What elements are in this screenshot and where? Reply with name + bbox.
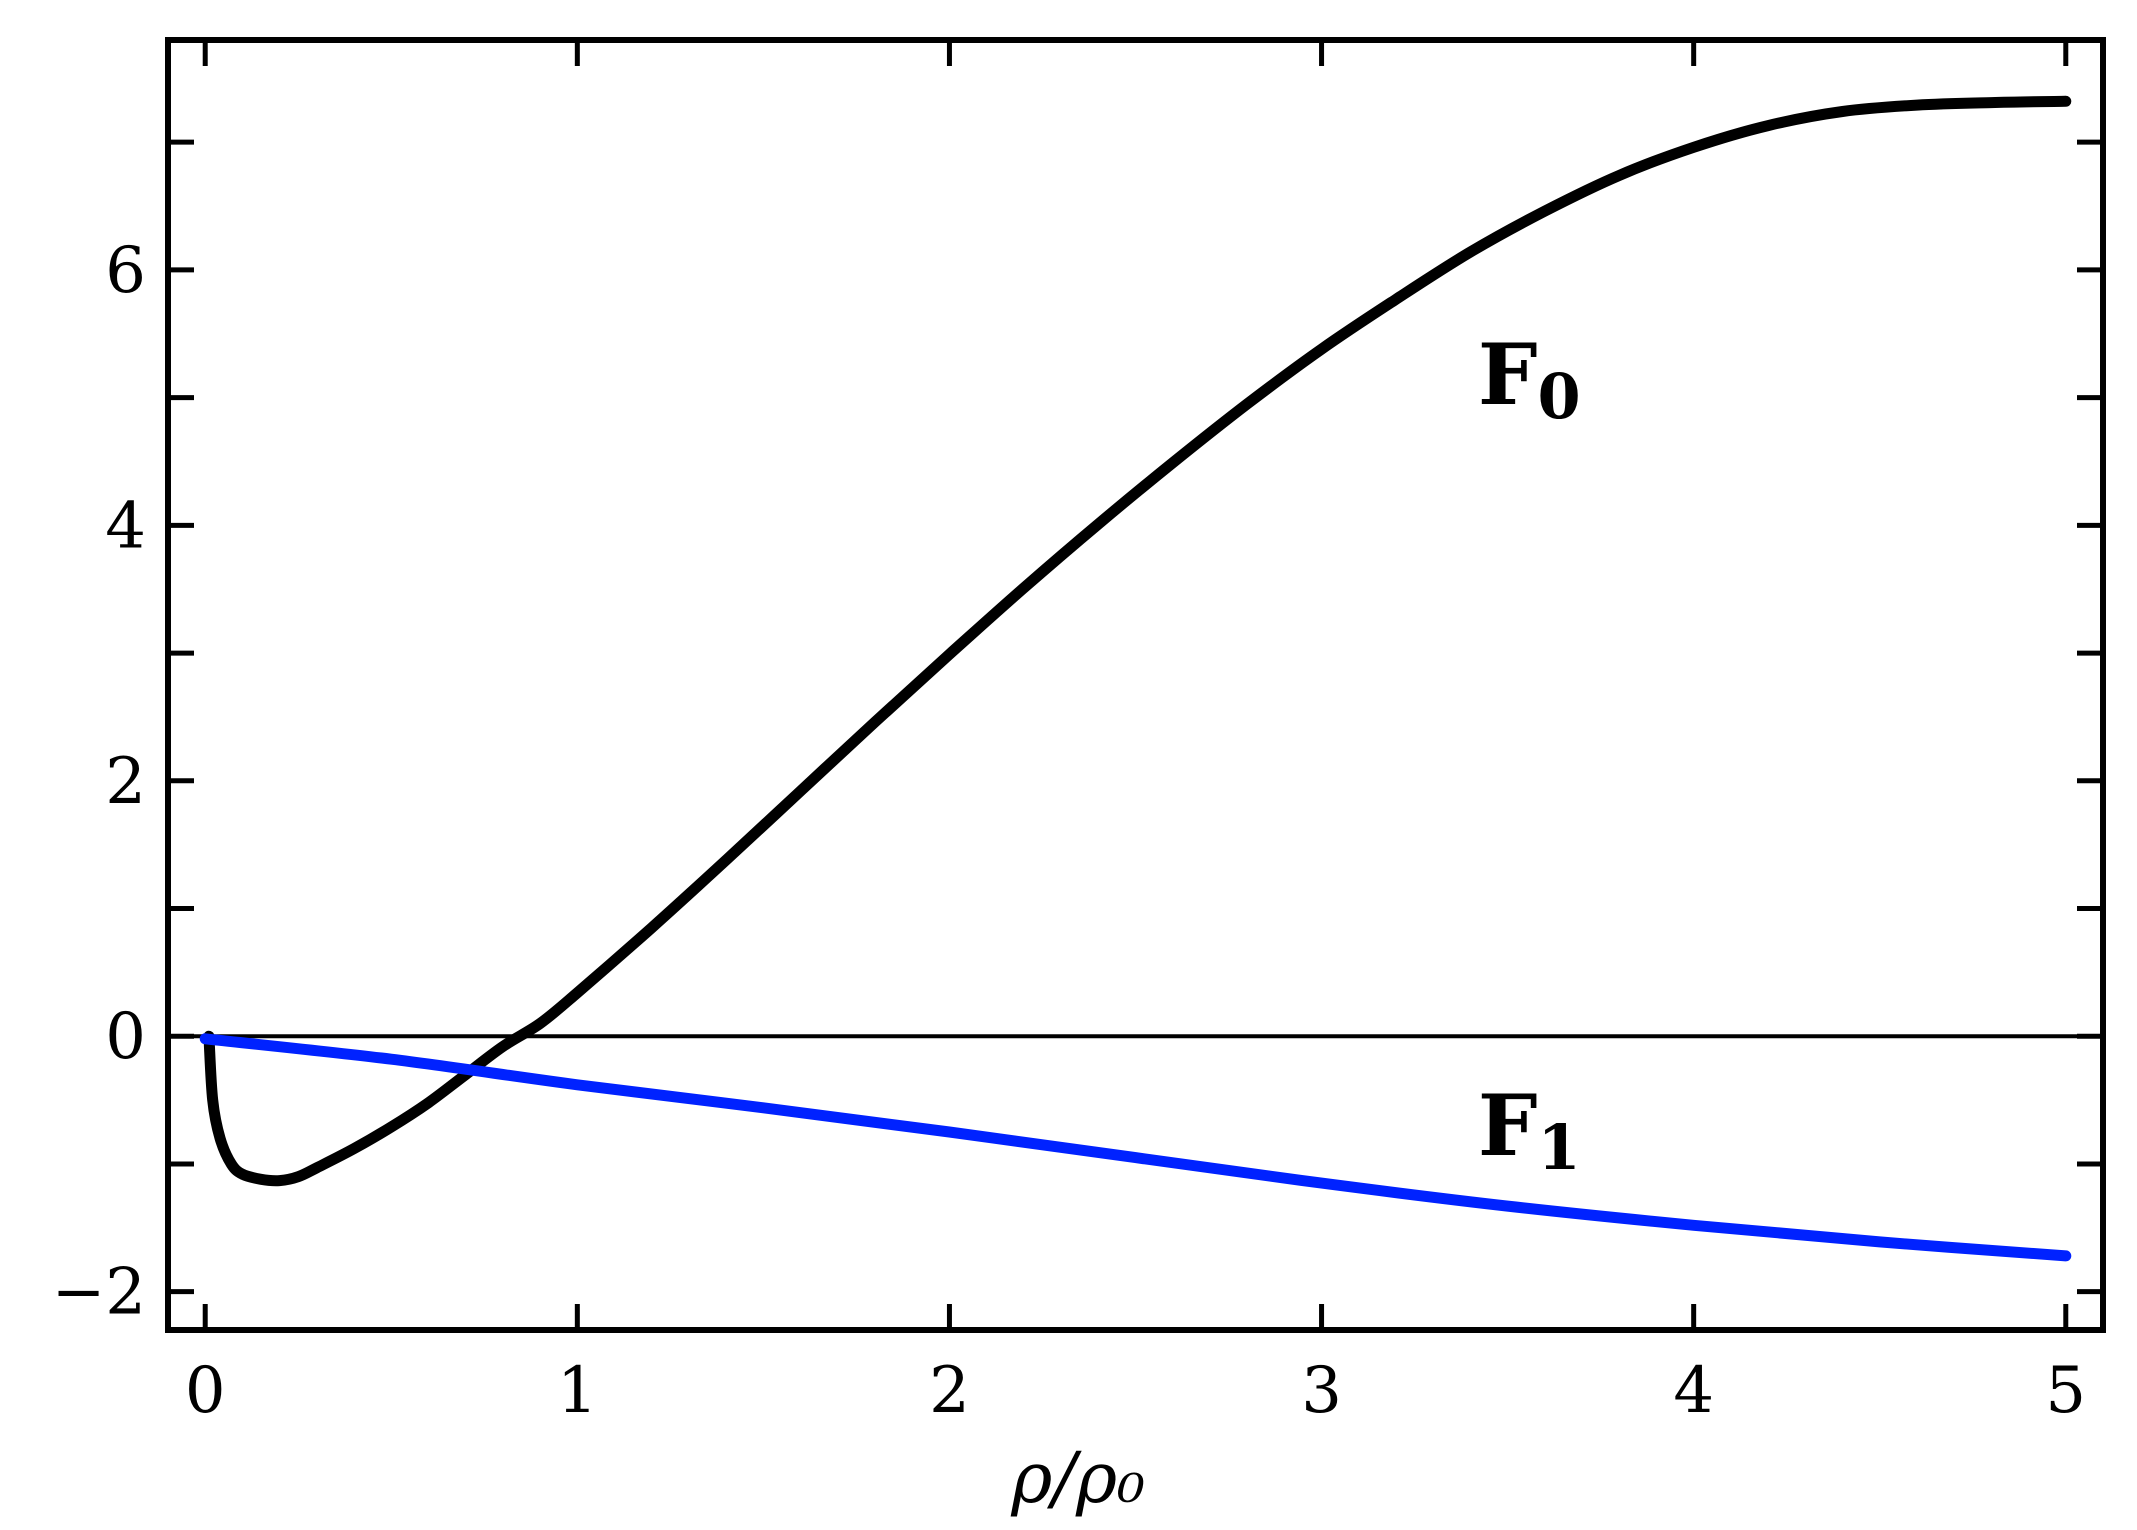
y-tick-label: 6 (105, 234, 146, 308)
x-tick-label: 2 (929, 1354, 970, 1428)
y-tick-label: −2 (52, 1256, 146, 1330)
series-lines (199, 95, 2072, 1262)
y-tick-label: 2 (105, 745, 146, 819)
x-tick-label: 5 (2045, 1354, 2086, 1428)
x-tick-label: 4 (1673, 1354, 1714, 1428)
tick-labels: 0 1 2 3 4 5 −2 0 2 4 6 (52, 234, 2086, 1428)
series-label-subscript: 0 (1537, 360, 1580, 433)
x-tick-label: 0 (185, 1354, 226, 1428)
axis-ticks (168, 40, 2103, 1330)
x-tick-label: 1 (557, 1354, 598, 1428)
x-axis-label: ρ/ρ₀ (1010, 1437, 1145, 1519)
series-line-f0 (203, 95, 2072, 1187)
y-tick-label: 4 (105, 489, 146, 563)
series-label-f0: F0 (1478, 325, 1581, 433)
x-tick-label: 3 (1301, 1354, 1342, 1428)
series-label-main: F (1478, 1076, 1538, 1175)
series-label-main: F (1478, 325, 1538, 424)
series-line-f1 (199, 1033, 2072, 1262)
y-tick-label: 0 (105, 1000, 146, 1074)
plot-frame (165, 37, 2106, 1333)
series-label-f1: F1 (1478, 1076, 1581, 1184)
series-label-subscript: 1 (1537, 1111, 1580, 1184)
